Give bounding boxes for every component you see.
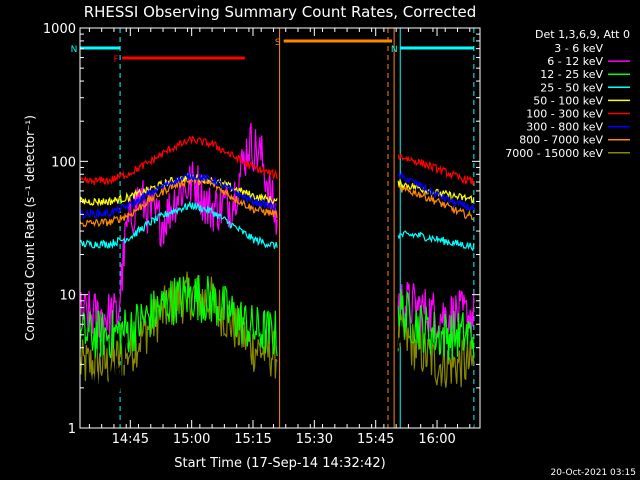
series-line-800-7000-kev-seg2: [397, 184, 475, 221]
series-line-25-50-kev-seg1: [79, 201, 278, 250]
series-line-100-300-kev-seg2: [397, 153, 475, 186]
series-line-3-6-kev-seg1: [79, 137, 278, 426]
legend-label-7: 800 - 7000 keV: [519, 134, 603, 147]
legend-label-8: 7000 - 15000 keV: [505, 147, 603, 160]
y-axis-label: Corrected Count Rate (s⁻¹ detector⁻¹): [23, 115, 37, 341]
flag-label-n-0: N: [71, 45, 78, 55]
footer-timestamp: 20-Oct-2021 03:15: [551, 468, 636, 478]
flag-label-s-3: S: [275, 38, 281, 48]
flag-label-n-1: N: [391, 45, 398, 55]
y-tick-label-2: 100: [51, 155, 76, 170]
series-line-12-25-kev-seg2: [397, 289, 475, 361]
x-axis-label: Start Time (17-Sep-14 14:32:42): [174, 456, 385, 471]
y-tick-label-1: 10: [59, 289, 76, 304]
legend-label-1: 6 - 12 keV: [547, 55, 603, 68]
series-line-25-50-kev-seg2: [397, 230, 475, 252]
legend-label-5: 100 - 300 keV: [526, 108, 603, 121]
legend-label-2: 12 - 25 keV: [540, 68, 603, 81]
series-line-12-25-kev-seg1: [79, 275, 278, 359]
legend-label-4: 50 - 100 keV: [533, 94, 603, 107]
flag-bars: N N F S: [71, 38, 474, 65]
series-line-50-100-kev-seg2: [397, 177, 475, 204]
y-tick-label-3: 1000: [43, 22, 76, 37]
legend-label-0: 3 - 6 keV: [554, 42, 603, 55]
flag-label-f-2: F: [114, 55, 119, 65]
x-tick-label-5: 16:00: [418, 432, 455, 447]
plot-area: [79, 28, 475, 428]
series-line-300-800-kev-seg1: [79, 172, 278, 220]
series-line-7000-15000-kev-seg1: [79, 271, 278, 385]
series-line-300-800-kev-seg2: [397, 172, 475, 212]
x-tick-label-2: 15:15: [234, 432, 271, 447]
legend-label-3: 25 - 50 keV: [540, 81, 603, 94]
series-lines: [79, 123, 475, 429]
axes: 14:45 15:00 15:15 15:30 15:45 16:00 1 10 100 1000: [43, 22, 480, 447]
legend-title: Det 1,3,6,9, Att 0: [535, 28, 630, 41]
x-tick-label-4: 15:45: [357, 432, 394, 447]
x-tick-label-0: 14:45: [112, 432, 149, 447]
x-tick-label-3: 15:30: [296, 432, 333, 447]
chart-title: RHESSI Observing Summary Count Rates, Co…: [84, 3, 477, 21]
legend-label-6: 300 - 800 keV: [526, 121, 603, 134]
x-tick-label-1: 15:00: [173, 432, 210, 447]
y-tick-label-0: 1: [68, 422, 76, 437]
plot-frame: [79, 27, 481, 429]
series-line-100-300-kev-seg1: [79, 135, 278, 186]
